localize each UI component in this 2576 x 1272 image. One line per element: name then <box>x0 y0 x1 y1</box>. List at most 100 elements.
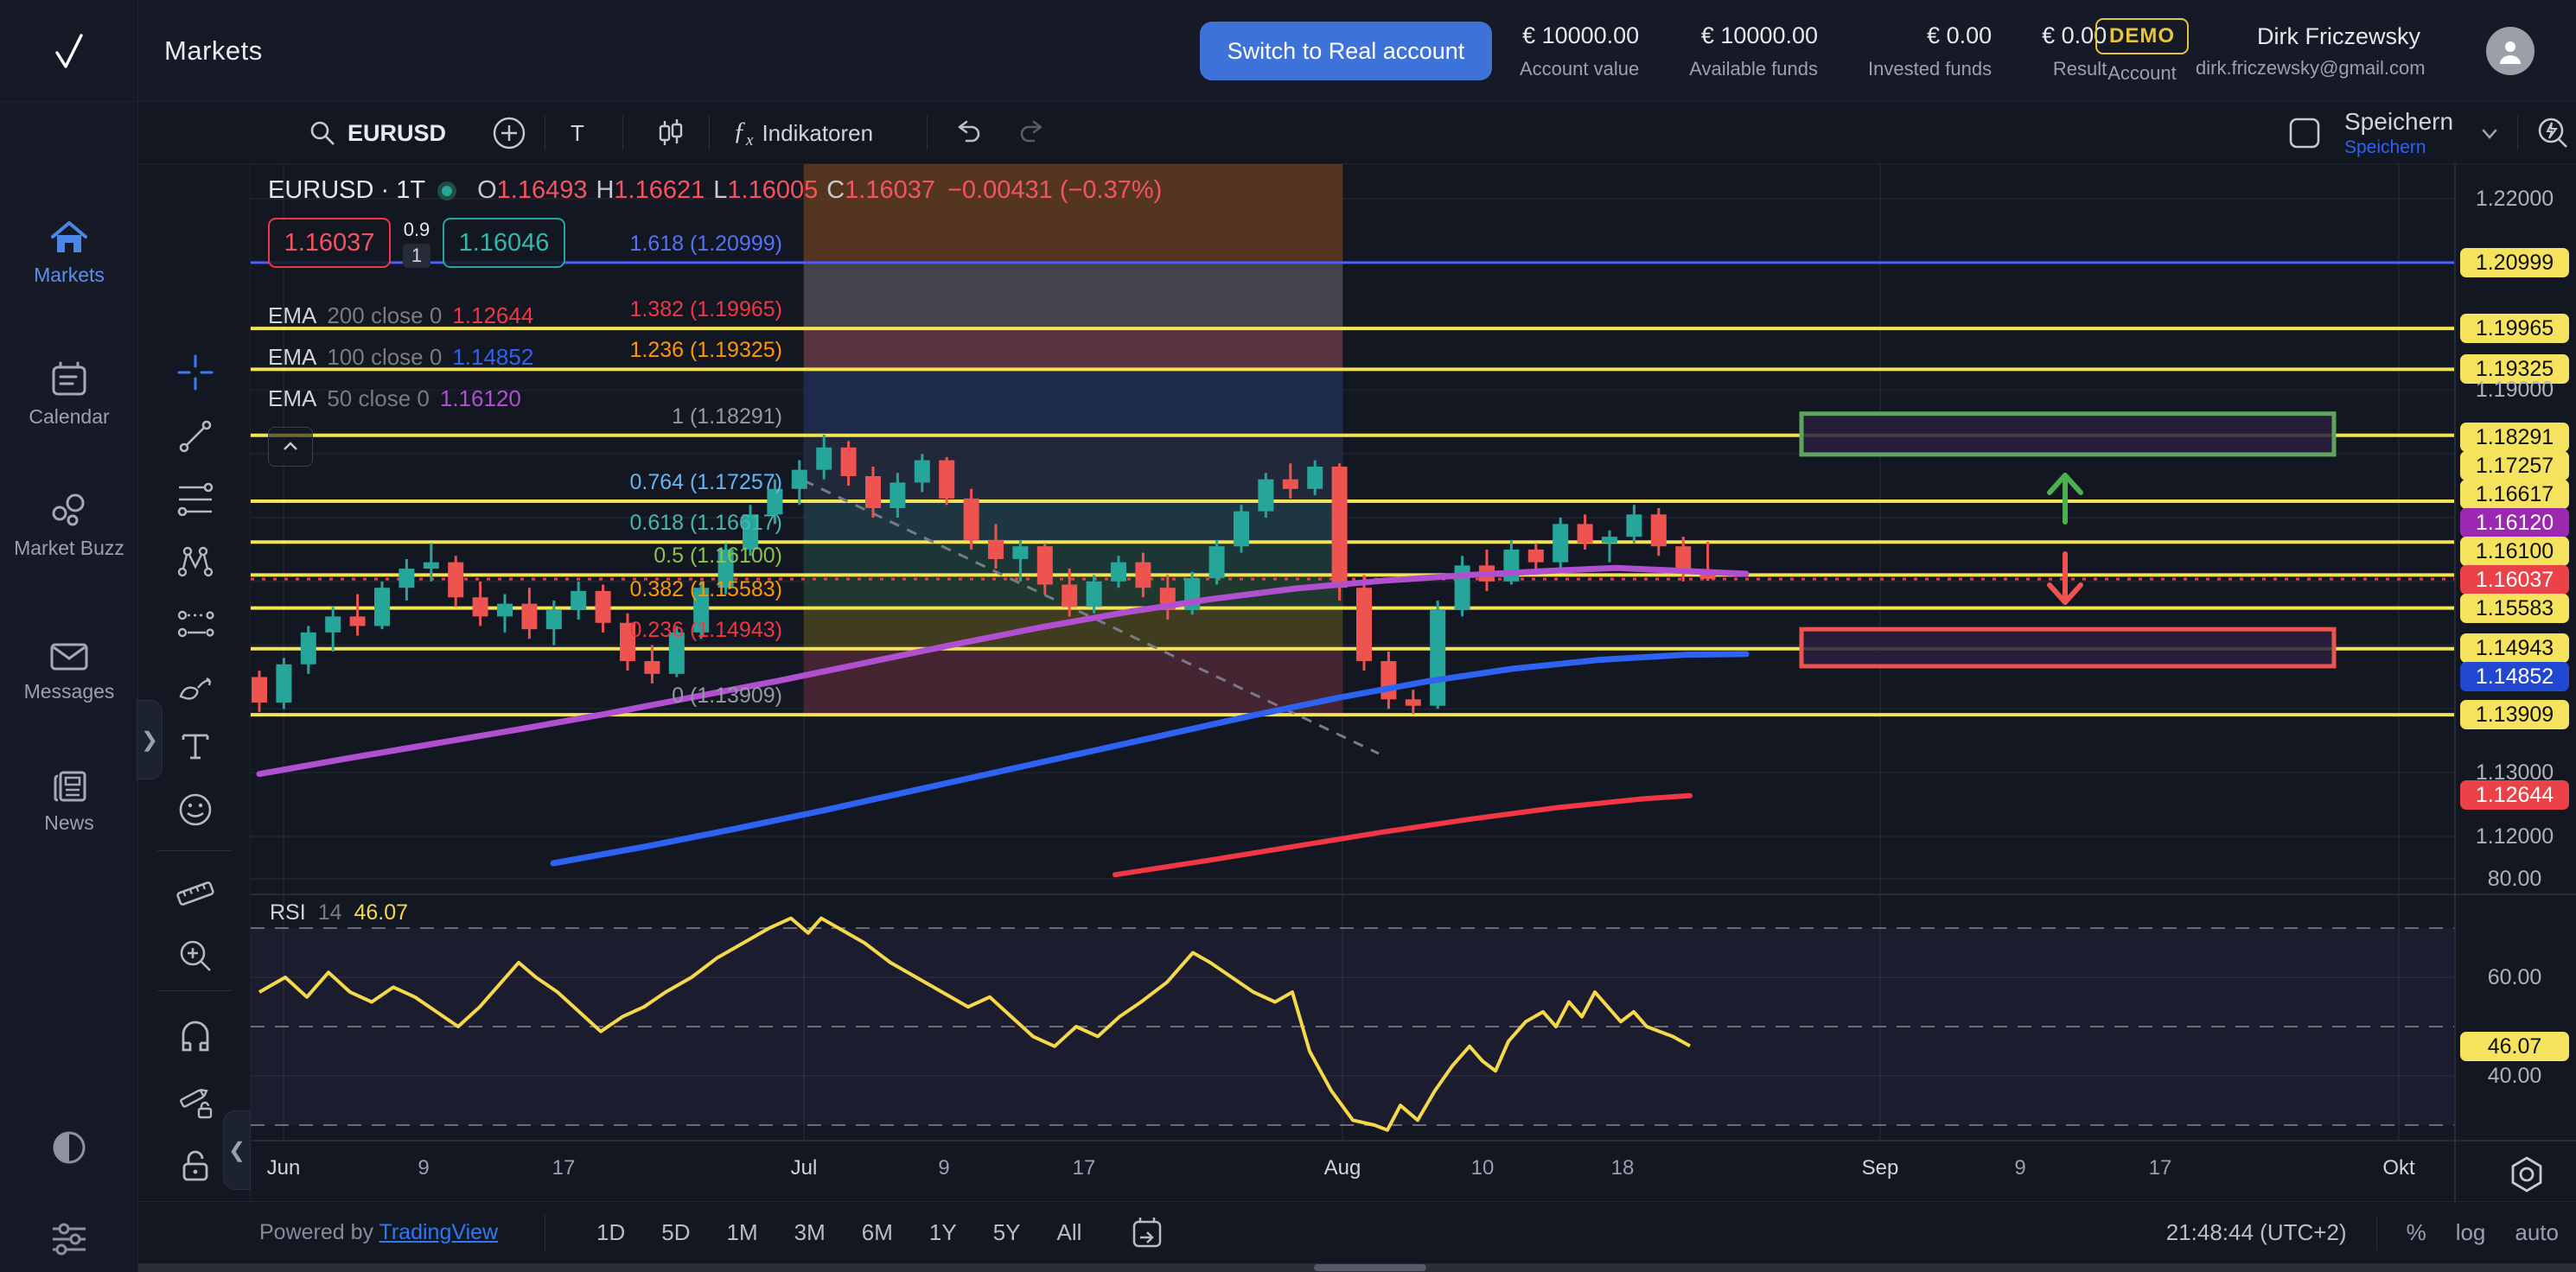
chart-toolbar: EURUSD T ƒx Indikatoren <box>138 102 2576 164</box>
range-button-all[interactable]: All <box>1056 1219 1082 1245</box>
lock-all-tool[interactable] <box>173 1143 218 1188</box>
magnet-tool[interactable] <box>173 1017 218 1062</box>
sell-button[interactable]: 1.16037 <box>268 218 391 268</box>
price-axis-label: 60.00 <box>2487 965 2542 989</box>
layout-select-button[interactable] <box>2286 102 2324 164</box>
fib-level-label: 0.5 (1.16100) <box>654 544 782 569</box>
stat-label: Available funds <box>1689 57 1819 80</box>
price-level-badge: 1.12644 <box>2460 780 2569 810</box>
range-button-1d[interactable]: 1D <box>596 1219 626 1245</box>
zoom-in-icon <box>180 940 211 971</box>
price-level-badge: 1.17257 <box>2460 451 2569 480</box>
sidebar-item-label: News <box>44 811 94 834</box>
chart-canvas[interactable] <box>251 164 2576 1201</box>
sidebar-item-label: Calendar <box>29 405 110 428</box>
drawbar-divider <box>157 1263 232 1264</box>
horizontal-scrollbar-thumb[interactable] <box>1314 1264 1426 1271</box>
drawing-lock-icon <box>180 1088 213 1119</box>
sidebar-item-market-buzz[interactable]: Market Buzz <box>0 493 138 561</box>
brush-tool[interactable] <box>173 664 218 709</box>
bottom-divider <box>2375 1215 2377 1250</box>
range-button-1y[interactable]: 1Y <box>928 1219 957 1245</box>
axis-settings-icon[interactable] <box>2503 1151 2550 1198</box>
fib-level-label: 1.382 (1.19965) <box>629 297 782 322</box>
legend-collapse-button[interactable] <box>268 427 313 467</box>
spread-value: 0.9 <box>403 218 430 240</box>
app-logo[interactable] <box>0 0 138 102</box>
quick-search-button[interactable] <box>2535 102 2573 164</box>
date-range-buttons: 1D 5D 1M 3M 6M 1Y 5Y All <box>584 1212 1094 1253</box>
price-level-badge: 1.14943 <box>2460 633 2569 663</box>
account-stat: € 0.00 Invested funds <box>1868 22 1992 80</box>
fib-level-label: 0.618 (1.16617) <box>629 511 782 536</box>
emoji-tool[interactable] <box>173 787 218 832</box>
tradingview-link[interactable]: TradingView <box>379 1220 499 1244</box>
price-axis[interactable]: 1.22000 1.20999 1.19965 1.19325 1.19000 1.182… <box>2455 164 2576 1201</box>
range-button-5d[interactable]: 5D <box>661 1219 691 1245</box>
drawing-lock-tool[interactable] <box>173 1079 218 1124</box>
spread-unit: 1 <box>402 243 431 268</box>
page-title: Markets <box>164 35 263 66</box>
sidebar-item-label: Market Buzz <box>14 537 124 559</box>
clock[interactable]: 21:48:44 (UTC+2) <box>2165 1219 2347 1245</box>
auto-scale-toggle[interactable]: auto <box>2515 1219 2559 1245</box>
time-axis-label: 17 <box>1072 1156 1096 1180</box>
zoom-in-tool[interactable] <box>173 933 218 978</box>
sidebar-item-news[interactable]: News <box>0 769 138 836</box>
person-icon <box>2500 41 2521 64</box>
sidebar-item-markets[interactable]: Markets <box>0 219 138 288</box>
redo-button[interactable] <box>1015 102 1051 164</box>
goto-date-icon <box>1133 1217 1162 1247</box>
stat-label: Invested funds <box>1868 57 1993 80</box>
sidebar-item-messages[interactable]: Messages <box>0 641 138 704</box>
chart-style-button[interactable] <box>654 102 688 164</box>
symbol-search-button[interactable]: EURUSD <box>308 102 446 164</box>
undo-button[interactable] <box>949 102 985 164</box>
demo-badge: DEMO <box>2095 17 2189 54</box>
switch-to-real-account-button[interactable]: Switch to Real account <box>1200 22 1492 80</box>
sidebar-item-calendar[interactable]: Calendar <box>0 361 138 429</box>
user-avatar[interactable] <box>2486 27 2535 75</box>
app-header: Markets Switch to Real account € 10000.0… <box>0 0 2576 102</box>
sliders-button[interactable] <box>0 1222 138 1256</box>
contrast-button[interactable] <box>0 1129 138 1167</box>
crosshair-tool[interactable] <box>173 350 218 395</box>
goto-date-button[interactable] <box>1128 1214 1166 1252</box>
percent-scale-toggle[interactable]: % <box>2406 1219 2426 1245</box>
watchlist-expand-handle[interactable]: ❯ <box>137 700 163 779</box>
range-button-3m[interactable]: 3M <box>794 1219 826 1245</box>
time-axis-label: Aug <box>1323 1156 1361 1180</box>
indicators-button[interactable]: ƒx Indikatoren <box>733 102 873 164</box>
compare-add-button[interactable] <box>491 102 527 164</box>
fib-level-label: 0.382 (1.15583) <box>629 576 782 601</box>
price-level-badge: 46.07 <box>2460 1032 2569 1061</box>
trend-line-tool[interactable] <box>173 414 218 459</box>
account-stats: € 10000.00 Account value € 10000.00 Availab… <box>1520 0 2107 102</box>
range-button-6m[interactable]: 6M <box>861 1219 893 1245</box>
time-axis-label: 17 <box>552 1156 576 1180</box>
save-layout-button[interactable]: Speichern Speichern <box>2344 102 2453 164</box>
fib-level-label: 1.618 (1.20999) <box>629 231 782 256</box>
xabcd-pattern-tool[interactable] <box>173 537 218 582</box>
buy-button[interactable]: 1.16046 <box>443 218 565 268</box>
chart-area: EURUSD · 1T O1.16493 H1.16621 L1.16005 C1.1… <box>223 164 2576 1201</box>
stat-value: € 10000.00 <box>1700 22 1819 48</box>
text-tool-tool[interactable] <box>173 723 218 768</box>
interval-button[interactable]: T <box>571 119 584 146</box>
range-button-5y[interactable]: 5Y <box>992 1219 1021 1245</box>
range-button-1m[interactable]: 1M <box>726 1219 758 1245</box>
text-tool-icon <box>182 734 209 760</box>
sliders-icon <box>49 1222 89 1256</box>
fib-level-label: 1 (1.18291) <box>672 404 782 429</box>
time-axis[interactable]: Jun 9 17 Jul 9 17 Aug 10 18 Sep 9 17 Okt <box>251 1141 2455 1201</box>
log-scale-toggle[interactable]: log <box>2455 1219 2486 1245</box>
horizontal-scrollbar[interactable] <box>0 1263 2576 1272</box>
fib-retracement-tool[interactable] <box>173 477 218 522</box>
save-menu-button[interactable] <box>2477 102 2502 164</box>
user-info: Dirk Friczewsky dirk.friczewsky@gmail.co… <box>2196 0 2426 102</box>
drawing-toolbar-collapse-handle[interactable]: ❮ <box>223 1110 251 1190</box>
forecast-tool[interactable] <box>173 601 218 646</box>
account-stat: € 10000.00 Account value <box>1520 22 1639 80</box>
ruler-tool[interactable] <box>173 871 218 916</box>
